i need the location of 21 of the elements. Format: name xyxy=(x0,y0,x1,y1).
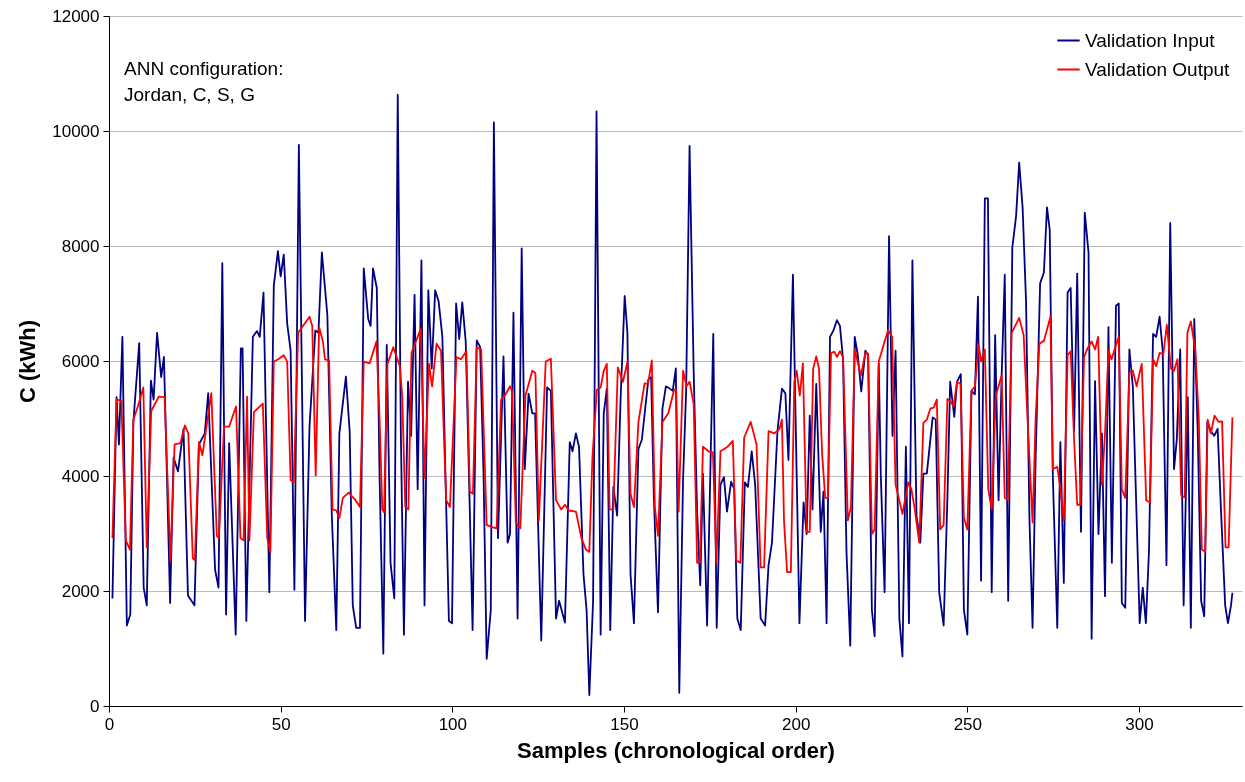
y-tick-label: 4000 xyxy=(61,466,100,486)
x-tick-label: 50 xyxy=(271,714,291,734)
x-tick-label: 0 xyxy=(104,714,115,734)
y-tick-label: 0 xyxy=(90,696,100,716)
y-tick-label: 2000 xyxy=(61,581,100,601)
y-tick-label: 6000 xyxy=(61,351,100,371)
legend-label: Validation Input xyxy=(1085,29,1216,51)
x-tick-label: 100 xyxy=(438,714,468,734)
x-axis-title: Samples (chronological order) xyxy=(517,737,835,763)
y-axis-title: C (kWh) xyxy=(15,319,41,404)
y-tick-label: 12000 xyxy=(52,6,100,26)
annotation: Jordan, C, S, G xyxy=(124,84,255,105)
x-tick-label: 150 xyxy=(610,714,639,734)
legend-label: Validation Output xyxy=(1085,58,1231,80)
x-tick-label: 250 xyxy=(953,714,983,734)
x-tick-label: 200 xyxy=(781,714,811,734)
y-tick-label: 10000 xyxy=(52,121,100,141)
x-tick-label: 300 xyxy=(1125,714,1154,734)
line-series xyxy=(111,315,1234,573)
annotation: ANN configuration: xyxy=(124,58,284,79)
y-tick-label: 8000 xyxy=(61,236,100,256)
